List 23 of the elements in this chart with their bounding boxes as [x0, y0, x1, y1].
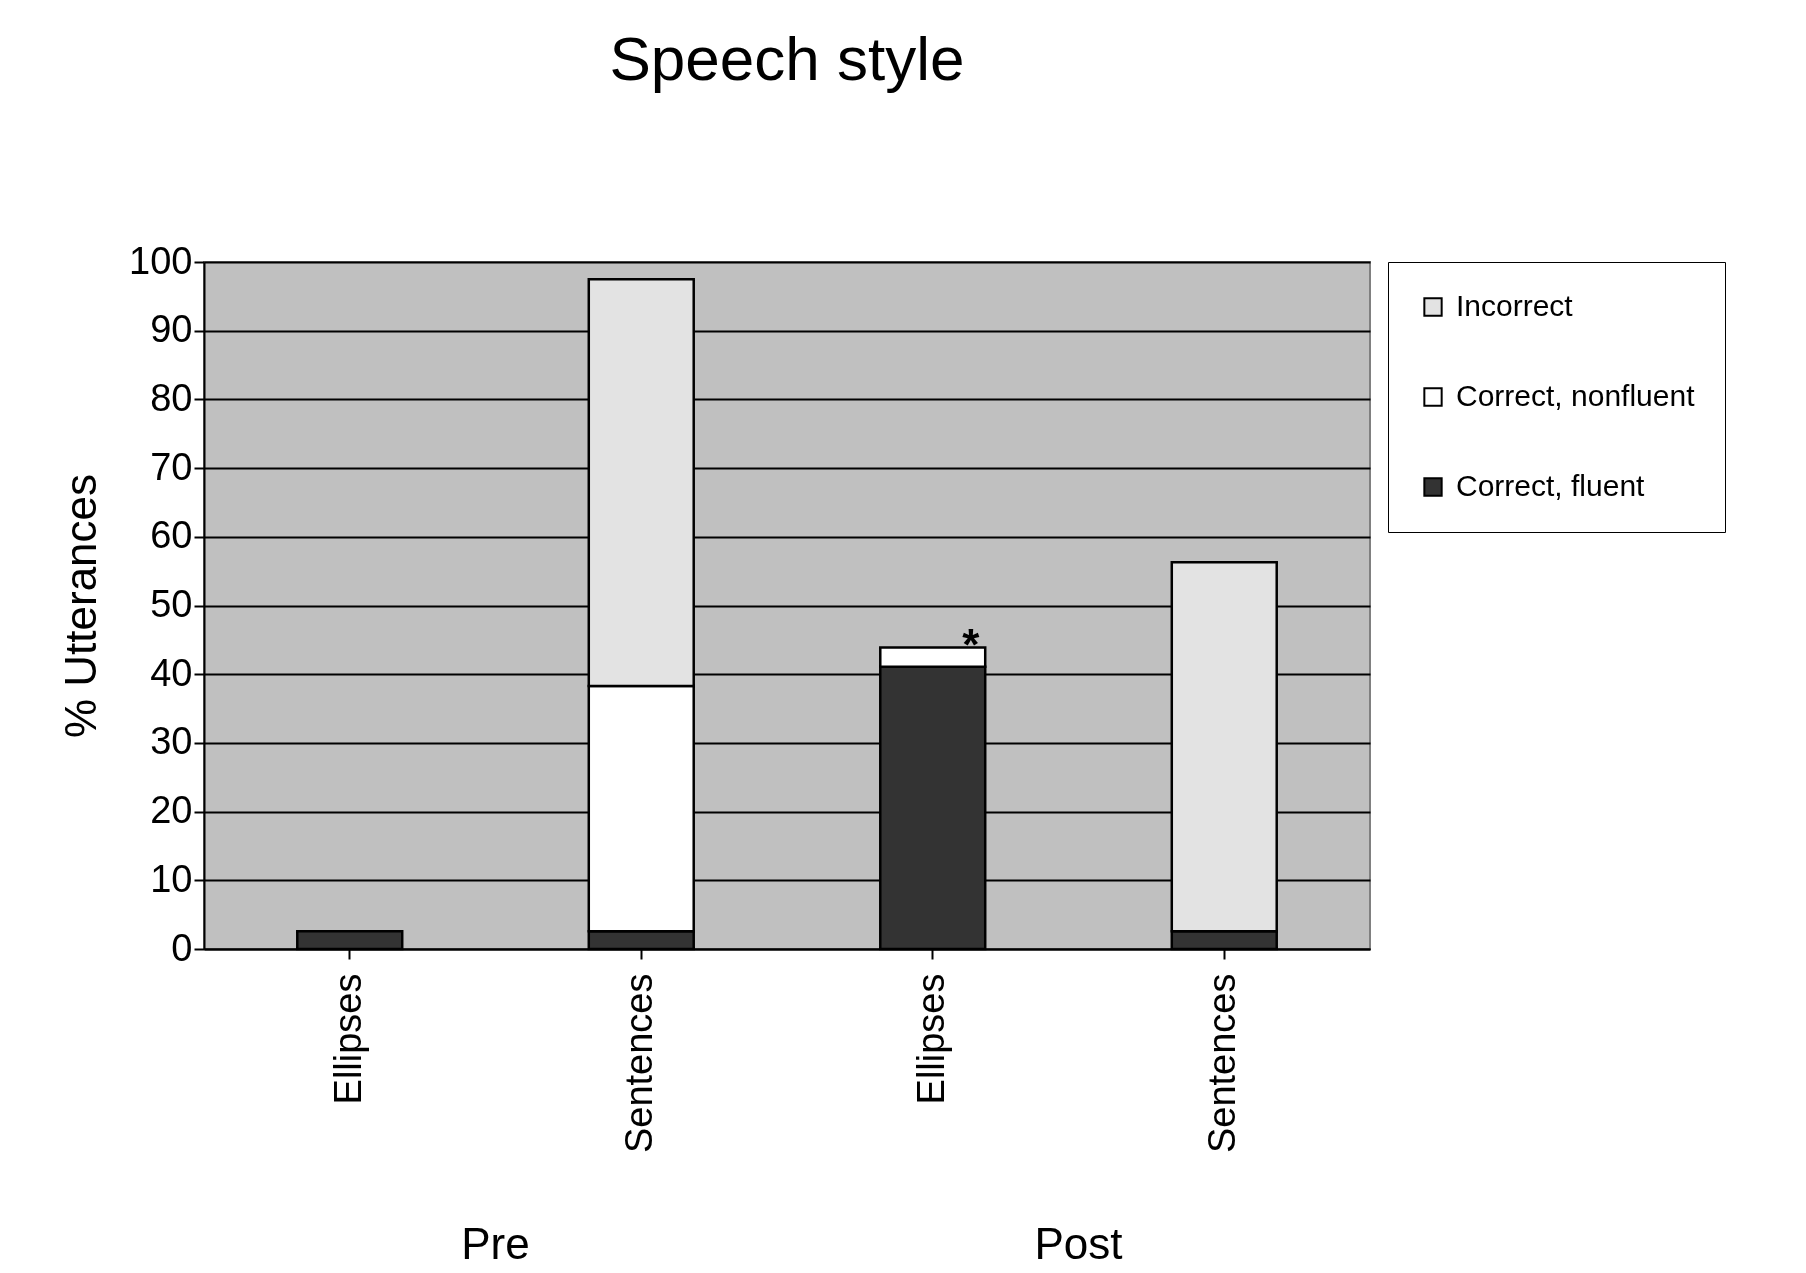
- y-axis-title: % Utterances: [56, 473, 106, 739]
- x-tick-label: Ellipses: [326, 973, 369, 1105]
- x-tick-label: Ellipses: [909, 973, 952, 1105]
- y-tick-label: 80: [150, 376, 193, 419]
- annotation: *: [962, 620, 981, 670]
- y-tick-label: 90: [150, 308, 193, 351]
- y-tick-label: 0: [171, 926, 193, 969]
- x-tick-label: Sentences: [1201, 973, 1244, 1154]
- y-tick-label: 20: [150, 789, 193, 832]
- text: Post: [1034, 1219, 1123, 1268]
- chart-title: Speech style: [609, 24, 965, 93]
- y-tick-label: 70: [150, 445, 193, 488]
- text: Pre: [461, 1219, 530, 1268]
- y-tick-label: 50: [150, 583, 193, 625]
- y-tick-label: 60: [150, 514, 193, 557]
- x-tick-label: Sentences: [618, 973, 661, 1154]
- legend-label: Incorrect: [1456, 289, 1574, 322]
- y-tick-label: 40: [150, 651, 193, 694]
- y-tick-label: 10: [150, 857, 193, 900]
- legend-label: Correct, nonfluent: [1456, 379, 1696, 412]
- y-tick-label: 100: [129, 239, 193, 282]
- legend-label: Correct, fluent: [1456, 469, 1646, 502]
- y-tick-label: 30: [150, 720, 193, 763]
